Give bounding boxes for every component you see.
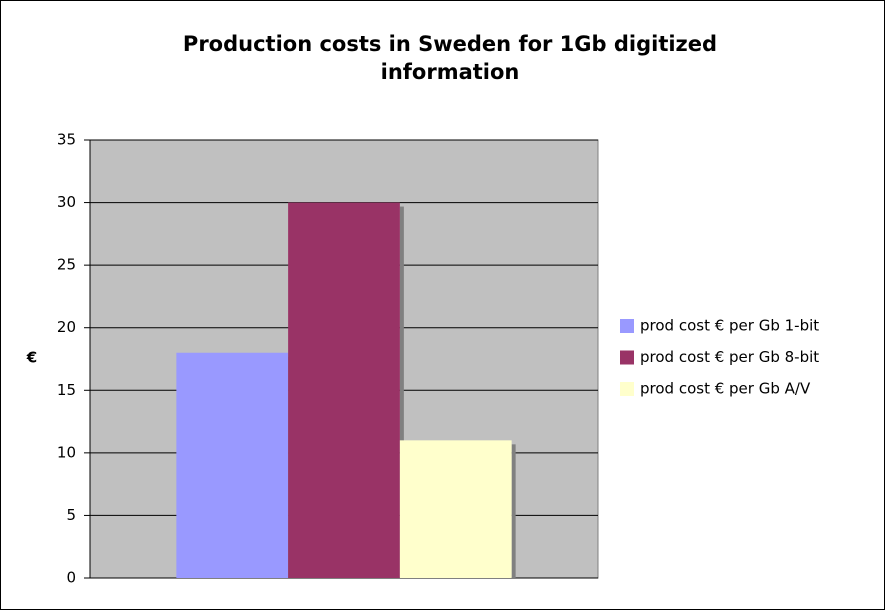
bar-shadow (399, 206, 404, 579)
legend-label: prod cost € per Gb 1-bit (640, 317, 819, 335)
y-tick-label: 10 (57, 443, 76, 461)
y-tick-label: 30 (57, 193, 76, 211)
legend-label: prod cost € per Gb A/V (640, 380, 811, 398)
legend-swatch (620, 319, 634, 333)
y-tick-label: 15 (57, 381, 76, 399)
bar-shadow (511, 444, 516, 578)
bar (399, 440, 512, 578)
y-tick-label: 0 (66, 569, 76, 587)
y-tick-label: 20 (57, 318, 76, 336)
bar (288, 202, 400, 579)
y-tick-label: 35 (57, 131, 76, 149)
bar (176, 352, 289, 578)
y-axis-label: € (26, 349, 37, 367)
chart-title: Production costs in Sweden for 1Gb digit… (182, 32, 718, 84)
y-tick-label: 25 (57, 256, 76, 274)
y-tick-label: 5 (66, 506, 76, 524)
legend-swatch (620, 382, 634, 396)
legend-swatch (620, 350, 634, 365)
legend-label: prod cost € per Gb 8-bit (640, 348, 819, 366)
